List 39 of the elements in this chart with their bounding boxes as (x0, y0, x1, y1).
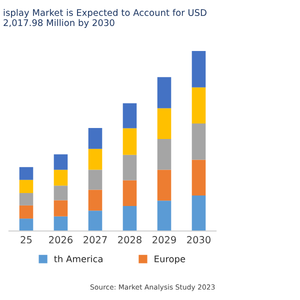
bar (192, 160, 206, 196)
bar (88, 190, 102, 211)
legend-label: th America (54, 255, 102, 262)
bar (157, 200, 172, 231)
legend-label: Europe (154, 256, 186, 264)
bar (157, 139, 172, 170)
bar (122, 128, 137, 155)
bar (122, 180, 137, 206)
bar (88, 148, 102, 170)
bar (157, 108, 172, 140)
bar (19, 180, 34, 194)
bar (157, 170, 172, 201)
bar (19, 167, 34, 180)
x-tick-label: 2029 (152, 236, 176, 244)
bar (88, 170, 102, 190)
bar (54, 154, 68, 170)
x-tick-label: 2027 (84, 236, 107, 244)
bar (157, 77, 172, 108)
bar (54, 200, 68, 216)
bar (192, 124, 206, 160)
x-tick-label: 25 (20, 236, 32, 244)
chart-title: isplay Market is Expected to Account for USD 2,017.98 Million by 2030 (4, 9, 206, 28)
x-tick-label: 2028 (118, 236, 142, 244)
bar (122, 103, 137, 128)
bar (122, 154, 137, 180)
bar (192, 87, 206, 124)
bar (19, 193, 34, 206)
bar (192, 51, 206, 88)
bar (54, 216, 68, 231)
bar (19, 218, 34, 231)
x-tick-label: 2026 (49, 236, 73, 244)
bar (54, 186, 68, 200)
bar (192, 196, 206, 231)
bar (88, 128, 102, 149)
bar (122, 206, 137, 231)
bar (19, 205, 34, 219)
bar (88, 210, 102, 231)
x-tick-label: 2030 (187, 236, 210, 244)
bar (54, 170, 68, 186)
